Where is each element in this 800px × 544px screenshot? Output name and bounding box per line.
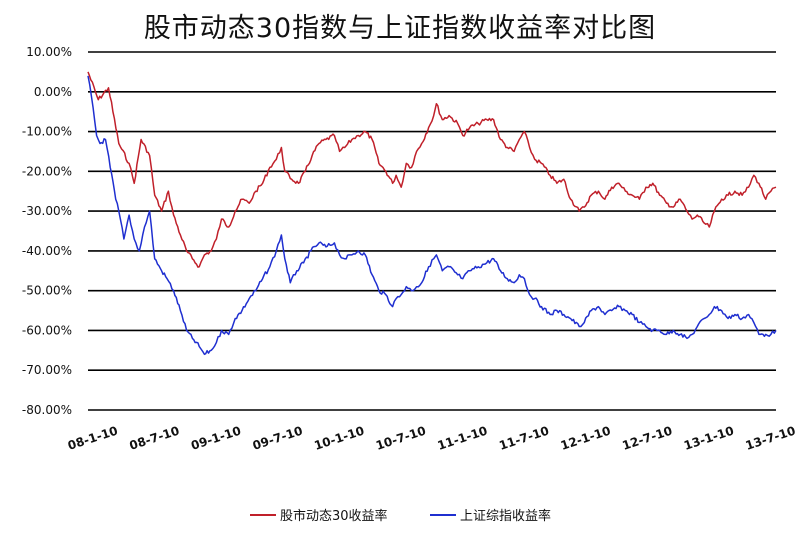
x-tick-label: 11-1-10 [436,424,490,453]
x-tick-label: 12-7-10 [621,424,675,453]
y-tick-label: -60.00% [22,323,72,337]
series-line-2 [87,75,777,356]
y-tick-label: -80.00% [22,403,72,417]
y-tick-label: 10.00% [26,45,72,59]
x-tick-label: 08-7-10 [128,424,182,453]
y-tick-label: -30.00% [22,204,72,218]
x-tick-label: 11-7-10 [497,424,551,453]
y-tick-label: -40.00% [22,244,72,258]
x-tick-label: 09-1-10 [189,424,243,453]
y-tick-label: -10.00% [22,125,72,139]
x-tick-label: 10-7-10 [374,424,428,453]
series-line-1 [87,71,777,268]
chart-title: 股市动态30指数与上证指数收益率对比图 [143,13,657,44]
x-tick-label: 09-7-10 [251,424,305,453]
legend-label-1: 股市动态30收益率 [280,508,388,524]
x-tick-label: 12-1-10 [559,424,613,453]
y-tick-label: -70.00% [22,363,72,377]
y-tick-label: -50.00% [22,284,72,298]
x-tick-label: 08-1-10 [66,424,120,453]
x-tick-label: 13-1-10 [682,424,736,453]
y-tick-label: -20.00% [22,164,72,178]
x-tick-label: 10-1-10 [312,424,366,453]
legend-label-2: 上证综指收益率 [460,508,551,524]
x-tick-label: 13-7-10 [744,424,798,453]
y-tick-label: 0.00% [34,85,72,99]
